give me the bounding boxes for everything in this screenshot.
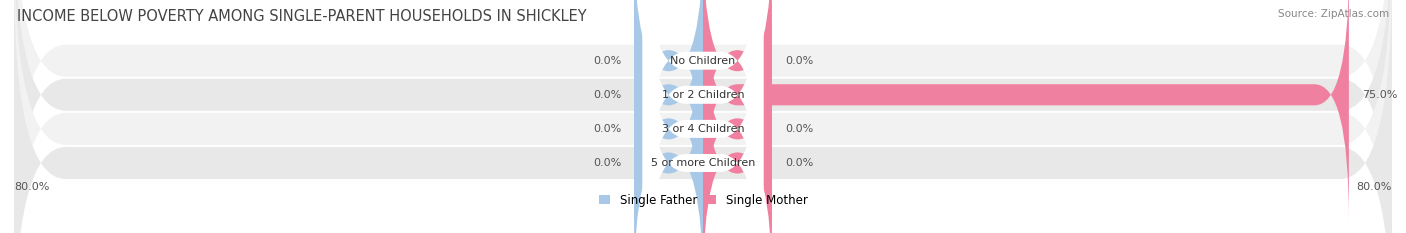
- Text: 3 or 4 Children: 3 or 4 Children: [662, 124, 744, 134]
- Text: 80.0%: 80.0%: [14, 182, 49, 192]
- FancyBboxPatch shape: [643, 0, 763, 222]
- FancyBboxPatch shape: [634, 37, 703, 233]
- FancyBboxPatch shape: [634, 0, 703, 221]
- FancyBboxPatch shape: [14, 0, 1392, 233]
- Text: 0.0%: 0.0%: [593, 90, 621, 100]
- Text: 80.0%: 80.0%: [1357, 182, 1392, 192]
- Text: 0.0%: 0.0%: [785, 124, 813, 134]
- Text: 0.0%: 0.0%: [593, 158, 621, 168]
- Text: 0.0%: 0.0%: [785, 158, 813, 168]
- FancyBboxPatch shape: [14, 0, 1392, 233]
- Text: No Children: No Children: [671, 56, 735, 66]
- FancyBboxPatch shape: [643, 0, 763, 233]
- FancyBboxPatch shape: [643, 0, 763, 233]
- FancyBboxPatch shape: [643, 1, 763, 233]
- FancyBboxPatch shape: [634, 0, 703, 186]
- FancyBboxPatch shape: [703, 0, 772, 186]
- Text: 0.0%: 0.0%: [593, 124, 621, 134]
- FancyBboxPatch shape: [703, 3, 772, 233]
- FancyBboxPatch shape: [634, 3, 703, 233]
- FancyBboxPatch shape: [14, 0, 1392, 233]
- Text: 0.0%: 0.0%: [593, 56, 621, 66]
- Legend: Single Father, Single Mother: Single Father, Single Mother: [599, 194, 807, 207]
- Text: 0.0%: 0.0%: [785, 56, 813, 66]
- Text: INCOME BELOW POVERTY AMONG SINGLE-PARENT HOUSEHOLDS IN SHICKLEY: INCOME BELOW POVERTY AMONG SINGLE-PARENT…: [17, 9, 586, 24]
- Text: 5 or more Children: 5 or more Children: [651, 158, 755, 168]
- FancyBboxPatch shape: [703, 0, 1348, 221]
- Text: 1 or 2 Children: 1 or 2 Children: [662, 90, 744, 100]
- Text: 75.0%: 75.0%: [1362, 90, 1398, 100]
- FancyBboxPatch shape: [14, 0, 1392, 233]
- FancyBboxPatch shape: [703, 37, 772, 233]
- Text: Source: ZipAtlas.com: Source: ZipAtlas.com: [1278, 9, 1389, 19]
